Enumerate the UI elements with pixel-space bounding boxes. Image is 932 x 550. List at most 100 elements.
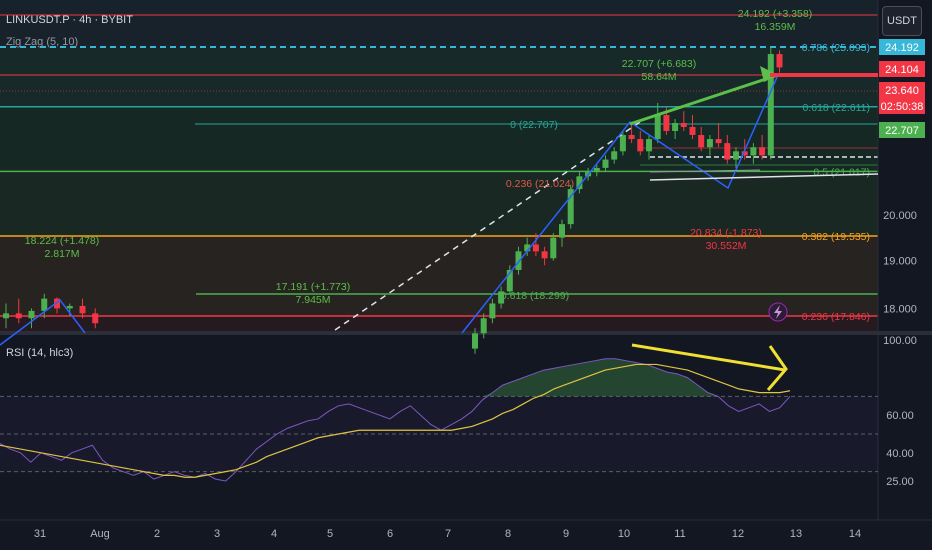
candle-body	[567, 189, 574, 225]
time-tick-label: 8	[505, 528, 511, 540]
candle-body	[576, 176, 583, 190]
candle-body	[715, 139, 722, 144]
price-badge-label: 23.640	[885, 85, 919, 97]
candle-body	[724, 143, 731, 160]
fib-zone-top	[0, 0, 878, 47]
candle-body	[515, 251, 522, 270]
rsi-tick-label: 100.00	[883, 335, 917, 347]
candle-body	[637, 139, 644, 152]
time-tick-label: 5	[327, 528, 333, 540]
candle-body	[506, 269, 513, 292]
time-tick-label: 9	[563, 528, 569, 540]
candle-body	[92, 313, 99, 324]
candle-body	[498, 291, 505, 304]
fib-level-label: 0.236 (17.846)	[802, 311, 870, 323]
price-badge-label: 22.707	[885, 125, 919, 137]
annotation-label: 0 (22.707)	[510, 119, 558, 131]
candle-body	[698, 135, 705, 148]
candle-body	[628, 135, 635, 140]
candle-body	[733, 151, 739, 160]
candle-body	[66, 305, 73, 309]
rsi-tick-label: 60.00	[886, 410, 914, 422]
candle-body	[663, 115, 670, 131]
price-badge-label: 24.104	[885, 64, 919, 76]
annotation-label: 22.707 (+6.683)	[622, 58, 696, 70]
fib-level-label: 0.618 (22.611)	[802, 102, 870, 114]
annotation-label: 17.191 (+1.773)	[276, 281, 350, 293]
candle-body	[3, 313, 9, 319]
price-badge-label: 24.192	[885, 42, 919, 54]
price-badge	[879, 98, 925, 114]
candle-body	[532, 244, 539, 252]
zigzag-indicator-label: Zig Zag (5, 10)	[6, 36, 79, 48]
annotation-label: 0.236 (21.024)	[506, 178, 574, 190]
annotation-volume: 30.552M	[706, 240, 747, 252]
candle-body	[689, 126, 696, 136]
time-tick-label: Aug	[90, 528, 110, 540]
candle-body	[28, 310, 35, 319]
time-tick-label: 2	[154, 528, 160, 540]
candle-body	[767, 54, 774, 156]
rsi-overbought-fill	[482, 358, 719, 397]
fib-zone-bottom	[0, 316, 878, 333]
candle-body	[646, 139, 652, 152]
candle-body	[611, 151, 618, 160]
fib-zone	[0, 171, 878, 237]
candle-body	[706, 139, 713, 148]
candle-body	[602, 159, 609, 168]
price-tick-label: 20.000	[883, 210, 917, 222]
divergence-arrow-line	[631, 343, 786, 372]
candle-body	[672, 122, 679, 131]
candle-body	[79, 305, 86, 314]
fib-zone	[0, 236, 878, 316]
candle-body	[480, 318, 487, 334]
candle-body	[741, 151, 748, 156]
lightning-icon	[768, 302, 788, 322]
trend-arrow-line	[629, 73, 779, 126]
zigzag-line	[461, 74, 779, 334]
annotation-label: 20.834 (-1.873)	[690, 227, 762, 239]
time-tick-label: 31	[34, 528, 46, 540]
annotation-volume: 16.359M	[755, 21, 796, 33]
time-tick-label: 11	[674, 528, 685, 540]
candle-body	[680, 122, 687, 127]
currency-button[interactable]: USDT	[882, 6, 922, 36]
annotation-label: 0.618 (18.299)	[501, 290, 569, 302]
time-tick-label: 14	[849, 528, 861, 540]
candle-body	[593, 167, 600, 173]
candle-body	[54, 298, 60, 309]
price-badge	[879, 82, 925, 98]
lightning-icon-bolt	[774, 305, 782, 319]
candle-body	[759, 147, 766, 156]
fib-level-label: 0.382 (19.535)	[802, 231, 870, 243]
time-tick-label: 10	[618, 528, 630, 540]
candle-body	[750, 147, 757, 156]
time-tick-label: 4	[271, 528, 277, 540]
candle-body	[41, 298, 48, 311]
candle-body	[619, 135, 626, 152]
fib-zone	[0, 47, 878, 107]
divergence-arrow-head	[766, 345, 788, 391]
time-tick-label: 7	[445, 528, 451, 540]
symbol-title: LINKUSDT.P · 4h · BYBIT	[6, 14, 133, 26]
annotation-label: 24.192 (+3.358)	[738, 8, 812, 20]
price-badge	[879, 39, 925, 55]
candle-body	[559, 224, 565, 238]
candle-body	[654, 115, 661, 140]
rsi-band	[0, 396, 878, 472]
candle-body	[776, 54, 783, 68]
time-tick-label: 6	[387, 528, 393, 540]
trend-arrow-head	[760, 66, 778, 82]
price-badge	[879, 122, 925, 138]
channel-line	[649, 173, 879, 181]
candle-body	[524, 244, 531, 252]
time-tick-label: 13	[790, 528, 802, 540]
price-tick-label: 19.000	[883, 256, 917, 268]
rsi-indicator-label: RSI (14, hlc3)	[6, 347, 74, 359]
annotation-volume: 7.945M	[295, 294, 330, 306]
candle-body	[541, 251, 548, 259]
fib-zone	[0, 106, 878, 172]
zigzag-line	[0, 298, 86, 346]
rsi-tick-label: 40.00	[886, 448, 914, 460]
